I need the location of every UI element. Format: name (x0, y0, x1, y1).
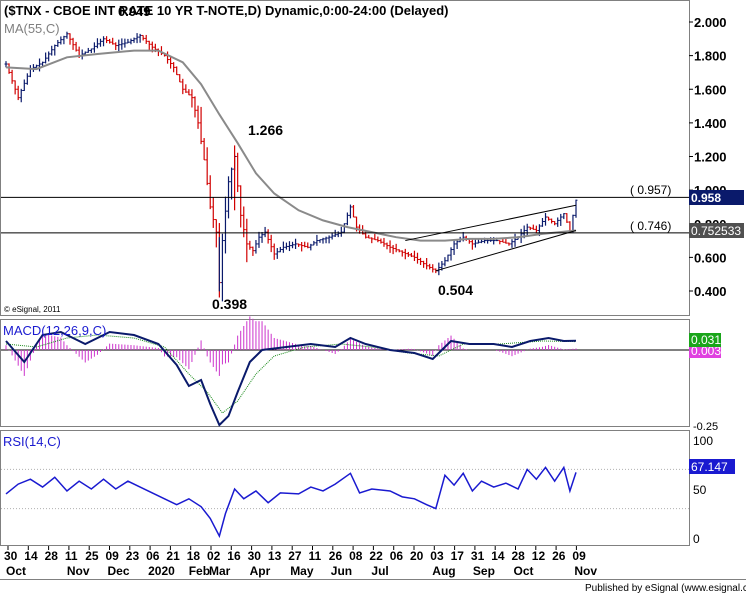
x-month-label: Aug (432, 564, 455, 578)
x-day-label: 06 (390, 549, 404, 563)
x-day-label: 13 (268, 549, 282, 563)
rsi-ytick-label: 0 (693, 532, 700, 546)
annotation-mid-low: 0.504 (438, 282, 473, 298)
rsi-value: 67.147 (691, 460, 728, 474)
x-day-label: 02 (207, 549, 221, 563)
macd-value: 0.031 (691, 333, 721, 347)
level-label-upper: ( 0.957) (630, 183, 671, 197)
x-month-label: Nov (67, 564, 90, 578)
x-month-label: Dec (108, 564, 130, 578)
x-day-label: 17 (451, 549, 465, 563)
x-day-label: 22 (369, 549, 383, 563)
price-ytick-label: 1.800 (694, 49, 727, 64)
x-day-label: 27 (288, 549, 302, 563)
x-month-label: Jun (331, 564, 352, 578)
rsi-group (1, 465, 689, 539)
x-day-label: 14 (24, 549, 38, 563)
x-day-label: 09 (106, 549, 120, 563)
x-month-label: Nov (574, 564, 597, 578)
x-month-label: 2020 (148, 564, 175, 578)
x-day-label: 12 (532, 549, 546, 563)
x-month-label: May (290, 564, 314, 578)
published-label: Published by eSignal (www.esignal.com) (585, 583, 746, 594)
x-day-label: 28 (512, 549, 526, 563)
copyright-label: © eSignal, 2011 (4, 305, 61, 314)
ma-line-group (5, 49, 577, 242)
rsi-panel-frame (0, 430, 690, 546)
rsi-ytick-label: 50 (693, 483, 707, 497)
rsi-ytick-label: 100 (693, 434, 713, 448)
x-day-label: 08 (349, 549, 363, 563)
rsi-title: RSI(14,C) (3, 434, 61, 449)
price-ytick-label: 1.400 (694, 116, 727, 131)
ma-label: MA(55,C) (4, 21, 60, 36)
macd-ytick: -0.25 (693, 421, 718, 433)
x-day-label: 14 (491, 549, 505, 563)
x-day-label: 18 (187, 549, 201, 563)
x-month-label: Apr (250, 564, 271, 578)
x-day-label: 26 (552, 549, 566, 563)
annotation-high: 1.266 (248, 122, 283, 138)
x-month-label: Oct (6, 564, 26, 578)
x-day-label: 30 (248, 549, 262, 563)
level-badge-value: 0.752533 (691, 224, 741, 238)
x-day-label: 16 (227, 549, 241, 563)
price-ytick-label: 1.600 (694, 82, 727, 97)
price-ytick-label: 0.600 (694, 250, 727, 265)
x-day-label: 20 (410, 549, 424, 563)
x-day-label: 09 (572, 549, 586, 563)
x-day-label: 21 (166, 549, 180, 563)
x-month-label: Feb (189, 564, 210, 578)
macd-badge (689, 333, 721, 347)
x-month-label: Mar (209, 564, 231, 578)
x-day-label: 11 (309, 549, 322, 563)
x-day-label: 11 (65, 549, 78, 563)
price-bars (4, 31, 578, 302)
macd-line (5, 330, 577, 427)
x-month-label: Sep (473, 564, 495, 578)
chart-title: ($TNX - CBOE INT RATE 10 YR T-NOTE,D) Dy… (4, 3, 449, 18)
price-ytick-label: 1.200 (694, 150, 727, 165)
channel-lines (405, 204, 577, 272)
macd-title: MACD(12,26,9,C) (3, 323, 106, 338)
x-day-label: 03 (430, 549, 444, 563)
last-price-badge (689, 190, 744, 205)
x-day-label: 23 (126, 549, 140, 563)
overlay-value: 0.949 (118, 4, 151, 19)
x-day-label: 26 (329, 549, 343, 563)
channel-upper-line (405, 204, 577, 242)
last-price-value: 0.958 (691, 191, 721, 205)
annotation-low: 0.398 (212, 296, 247, 312)
price-ytick-label: 2.000 (694, 15, 727, 30)
x-axis: 30 14 28 11 25 09 23 06 21 18 02 16 30 13 27 11 26 08 22 06… (4, 546, 597, 578)
channel-lower-line (435, 229, 577, 272)
price-ytick-label: 0.400 (694, 284, 727, 299)
x-month-label: Jul (371, 564, 388, 578)
macd-group (1, 316, 689, 427)
rsi-line (5, 465, 577, 539)
x-day-label: 30 (4, 549, 18, 563)
macd-signal-badge (689, 344, 721, 358)
x-day-label: 25 (85, 549, 99, 563)
price-panel-frame (0, 0, 690, 316)
ma-line (5, 49, 577, 242)
rsi-badge (689, 459, 735, 474)
x-day-label: 28 (45, 549, 59, 563)
x-day-label: 06 (146, 549, 160, 563)
horizontal-levels (1, 196, 689, 234)
x-month-label: Oct (514, 564, 534, 578)
level-badge (689, 223, 744, 238)
macd-panel-frame (0, 319, 690, 427)
level-label-lower: ( 0.746) (630, 219, 671, 233)
macd-signal-line (5, 334, 577, 414)
macd-signal-value: 0.003 (691, 344, 721, 358)
x-day-label: 31 (471, 549, 485, 563)
